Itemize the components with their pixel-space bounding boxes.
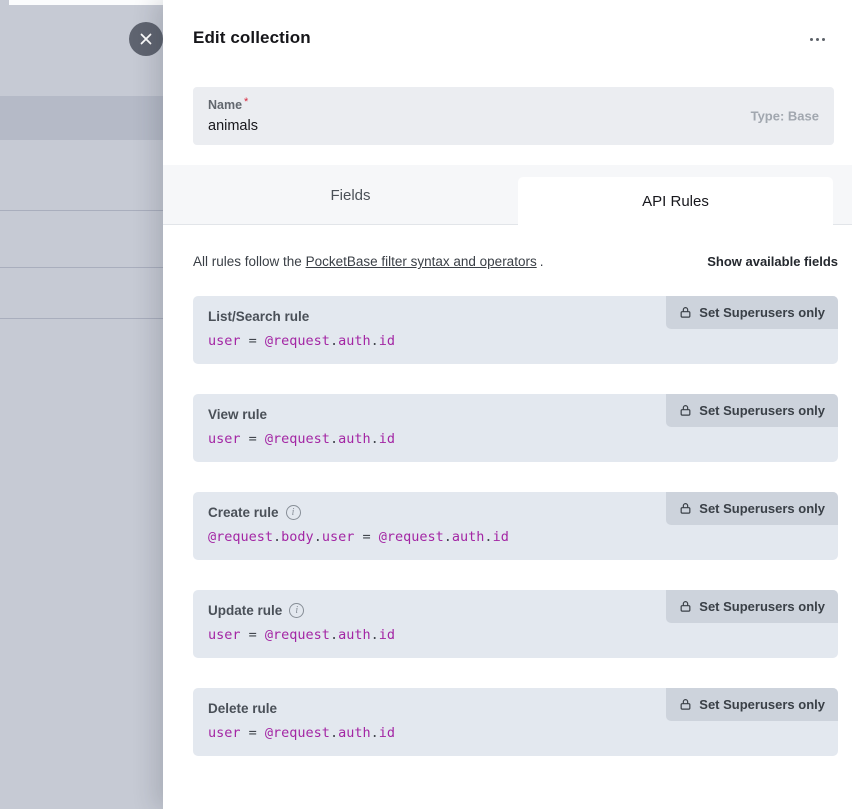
- set-superusers-only-button[interactable]: Set Superusers only: [666, 492, 838, 525]
- filter-syntax-link[interactable]: PocketBase filter syntax and operators: [305, 254, 537, 269]
- set-superusers-only-button[interactable]: Set Superusers only: [666, 394, 838, 427]
- rule-label: View rule: [208, 407, 268, 422]
- rule-box: Update rule i user = @request.auth.id Se…: [193, 590, 838, 658]
- rule-box: Create rule i @request.body.user = @requ…: [193, 492, 838, 560]
- more-options-button[interactable]: [804, 30, 830, 48]
- rules-info-row: All rules follow the PocketBase filter s…: [193, 254, 838, 269]
- rule-code-input[interactable]: user = @request.auth.id: [208, 431, 395, 447]
- rule-label: List/Search rule: [208, 309, 310, 324]
- rule-code-input[interactable]: @request.body.user = @request.auth.id: [208, 529, 509, 545]
- lock-icon: [679, 306, 692, 319]
- collection-name-input[interactable]: [208, 118, 575, 134]
- rule-code-input[interactable]: user = @request.auth.id: [208, 725, 395, 741]
- show-available-fields-toggle[interactable]: Show available fields: [707, 254, 838, 269]
- lock-icon: [679, 404, 692, 417]
- rule-label: Delete rule: [208, 701, 278, 716]
- dimmed-backdrop: [0, 0, 163, 809]
- superusers-button-label: Set Superusers only: [699, 599, 825, 614]
- set-superusers-only-button[interactable]: Set Superusers only: [666, 296, 838, 329]
- rule-label: Update rule: [208, 603, 283, 618]
- rule-code-input[interactable]: user = @request.auth.id: [208, 627, 395, 643]
- tab-fields[interactable]: Fields: [183, 165, 518, 225]
- superusers-button-label: Set Superusers only: [699, 697, 825, 712]
- rule-label: Create rule: [208, 505, 279, 520]
- lock-icon: [679, 502, 692, 515]
- tab-api-rules[interactable]: API Rules: [518, 177, 833, 226]
- rule-box: Delete rule user = @request.auth.id Set …: [193, 688, 838, 756]
- lock-icon: [679, 698, 692, 711]
- info-icon: i: [289, 603, 305, 618]
- tab-api-rules-label: API Rules: [642, 193, 709, 210]
- page-title: Edit collection: [193, 28, 311, 47]
- backdrop-selected-row: [0, 96, 163, 140]
- rule-box: View rule user = @request.auth.id Set Su…: [193, 394, 838, 462]
- superusers-button-label: Set Superusers only: [699, 305, 825, 320]
- backdrop-row-divider: [0, 210, 163, 211]
- name-field-label: Name: [208, 98, 243, 112]
- close-icon: [139, 32, 153, 46]
- name-field[interactable]: Name* Type: Base: [193, 87, 834, 145]
- info-icon: i: [285, 505, 301, 520]
- superusers-button-label: Set Superusers only: [699, 403, 825, 418]
- collection-type-badge: Type: Base: [750, 108, 819, 124]
- ellipsis-icon: [809, 37, 825, 41]
- rule-code-input[interactable]: user = @request.auth.id: [208, 333, 395, 349]
- backdrop-row-divider: [0, 318, 163, 319]
- set-superusers-only-button[interactable]: Set Superusers only: [666, 688, 838, 721]
- edit-collection-panel: Edit collection Name* Type: Base Fields …: [163, 0, 852, 809]
- tab-bar: Fields API Rules: [163, 165, 852, 226]
- required-asterisk: *: [244, 96, 249, 108]
- lock-icon: [679, 600, 692, 613]
- rule-box: List/Search rule user = @request.auth.id…: [193, 296, 838, 364]
- rules-info-suffix: .: [539, 254, 544, 269]
- set-superusers-only-button[interactable]: Set Superusers only: [666, 590, 838, 623]
- superusers-button-label: Set Superusers only: [699, 501, 825, 516]
- rules-list: List/Search rule user = @request.auth.id…: [193, 296, 838, 756]
- tab-fields-label: Fields: [330, 186, 371, 204]
- rules-info-text: All rules follow the: [193, 254, 302, 269]
- backdrop-row-divider: [0, 267, 163, 268]
- close-panel-button[interactable]: [129, 22, 163, 56]
- backdrop-header-strip: [9, 0, 163, 5]
